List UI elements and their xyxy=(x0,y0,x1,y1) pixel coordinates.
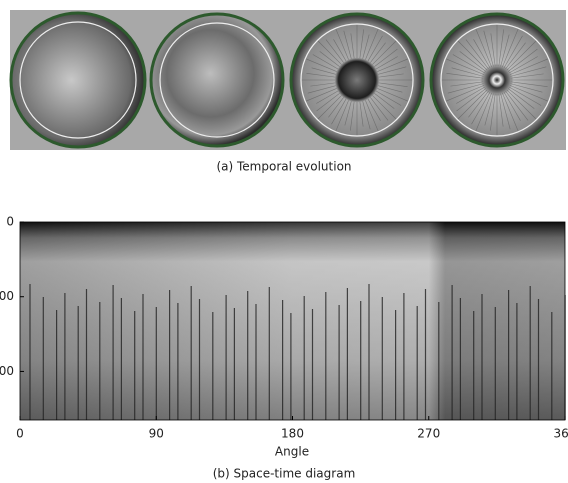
y-tick-label: 200 xyxy=(0,364,14,378)
x-tick-label: 180 xyxy=(281,427,304,441)
image-shading xyxy=(20,222,565,420)
y-tick-label: 0 xyxy=(6,215,14,229)
x-tick-label: 270 xyxy=(417,427,440,441)
droplet-image xyxy=(11,13,145,147)
caption: (a) Temporal evolution xyxy=(216,160,351,174)
x-tick-label: 90 xyxy=(149,427,164,441)
droplet-image xyxy=(151,14,283,146)
x-tick-label: 0 xyxy=(16,427,24,441)
x-axis-label: Angle xyxy=(275,445,309,459)
panel-a-images xyxy=(10,10,566,150)
figure: (a) Temporal evolution Angle (b) Space-t… xyxy=(0,0,568,483)
page: (a) Temporal evolution Angle (b) Space-t… xyxy=(0,0,568,483)
space-time-image xyxy=(20,222,565,420)
x-tick-label: 360 xyxy=(554,427,568,441)
y-tick-label: 100 xyxy=(0,289,14,303)
caption: (b) Space-time diagram xyxy=(213,467,356,481)
